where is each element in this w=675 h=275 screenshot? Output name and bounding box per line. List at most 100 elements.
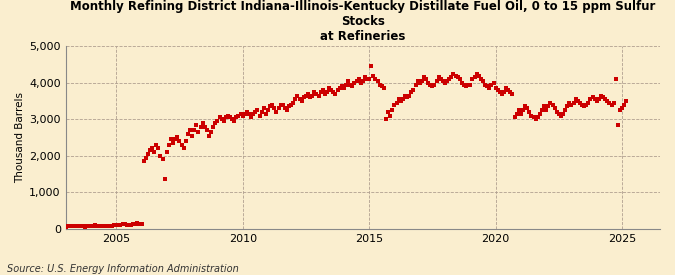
Point	[509, 115, 520, 120]
Point	[471, 72, 482, 76]
Point	[406, 90, 416, 94]
Point	[533, 115, 543, 120]
Point	[296, 99, 307, 103]
Point	[298, 95, 309, 100]
Point	[142, 152, 153, 156]
Point	[539, 104, 549, 109]
Point	[94, 224, 105, 228]
Point	[385, 113, 396, 118]
Point	[332, 88, 343, 92]
Point	[60, 224, 71, 229]
Point	[587, 95, 598, 100]
Point	[184, 128, 195, 132]
Point	[372, 79, 383, 83]
Point	[604, 101, 615, 105]
Point	[516, 112, 526, 116]
Point	[368, 73, 379, 78]
Point	[549, 106, 560, 111]
Point	[157, 157, 168, 162]
Point	[79, 224, 90, 229]
Point	[501, 86, 512, 90]
Point	[606, 103, 617, 107]
Point	[178, 146, 189, 151]
Point	[180, 139, 191, 143]
Point	[574, 101, 585, 105]
Point	[514, 108, 524, 112]
Y-axis label: Thousand Barrels: Thousand Barrels	[15, 92, 25, 183]
Point	[71, 224, 82, 228]
Point	[84, 224, 95, 228]
Point	[578, 104, 589, 109]
Point	[528, 115, 539, 120]
Point	[75, 224, 86, 228]
Point	[518, 108, 529, 112]
Point	[410, 82, 421, 87]
Point	[172, 135, 183, 140]
Point	[458, 82, 469, 87]
Point	[132, 221, 142, 226]
Point	[610, 77, 621, 81]
Point	[469, 75, 480, 79]
Point	[259, 106, 269, 111]
Point	[572, 99, 583, 103]
Point	[488, 81, 499, 85]
Point	[402, 95, 412, 100]
Point	[250, 110, 261, 114]
Point	[73, 224, 84, 228]
Point	[229, 119, 240, 123]
Point	[111, 223, 122, 227]
Point	[351, 79, 362, 83]
Point	[429, 82, 440, 87]
Point	[551, 110, 562, 114]
Point	[69, 224, 80, 228]
Point	[161, 150, 172, 154]
Point	[189, 128, 200, 132]
Point	[562, 104, 572, 109]
Point	[535, 112, 545, 116]
Point	[366, 64, 377, 68]
Point	[568, 101, 579, 105]
Point	[554, 112, 564, 116]
Point	[148, 150, 159, 154]
Point	[425, 82, 435, 87]
Point	[214, 115, 225, 120]
Point	[591, 99, 602, 103]
Point	[77, 224, 88, 229]
Point	[467, 77, 478, 81]
Point	[231, 115, 242, 120]
Point	[477, 79, 488, 83]
Point	[252, 108, 263, 112]
Point	[286, 103, 296, 107]
Point	[101, 224, 111, 229]
Point	[221, 115, 232, 120]
Point	[490, 86, 501, 90]
Point	[353, 77, 364, 81]
Point	[92, 224, 103, 228]
Point	[558, 112, 568, 116]
Point	[90, 223, 101, 228]
Point	[269, 106, 279, 111]
Point	[547, 103, 558, 107]
Point	[277, 103, 288, 107]
Point	[391, 101, 402, 105]
Point	[271, 110, 281, 114]
Point	[138, 159, 149, 163]
Point	[193, 130, 204, 134]
Point	[484, 86, 495, 90]
Point	[537, 108, 547, 112]
Point	[456, 81, 467, 85]
Point	[349, 81, 360, 85]
Point	[292, 93, 303, 98]
Point	[408, 88, 418, 92]
Point	[273, 106, 284, 111]
Point	[439, 81, 450, 85]
Point	[290, 97, 301, 101]
Point	[288, 101, 298, 105]
Point	[543, 104, 554, 109]
Point	[263, 108, 273, 112]
Point	[503, 88, 514, 92]
Point	[216, 117, 227, 122]
Point	[153, 146, 164, 151]
Point	[360, 75, 371, 79]
Point	[88, 223, 99, 228]
